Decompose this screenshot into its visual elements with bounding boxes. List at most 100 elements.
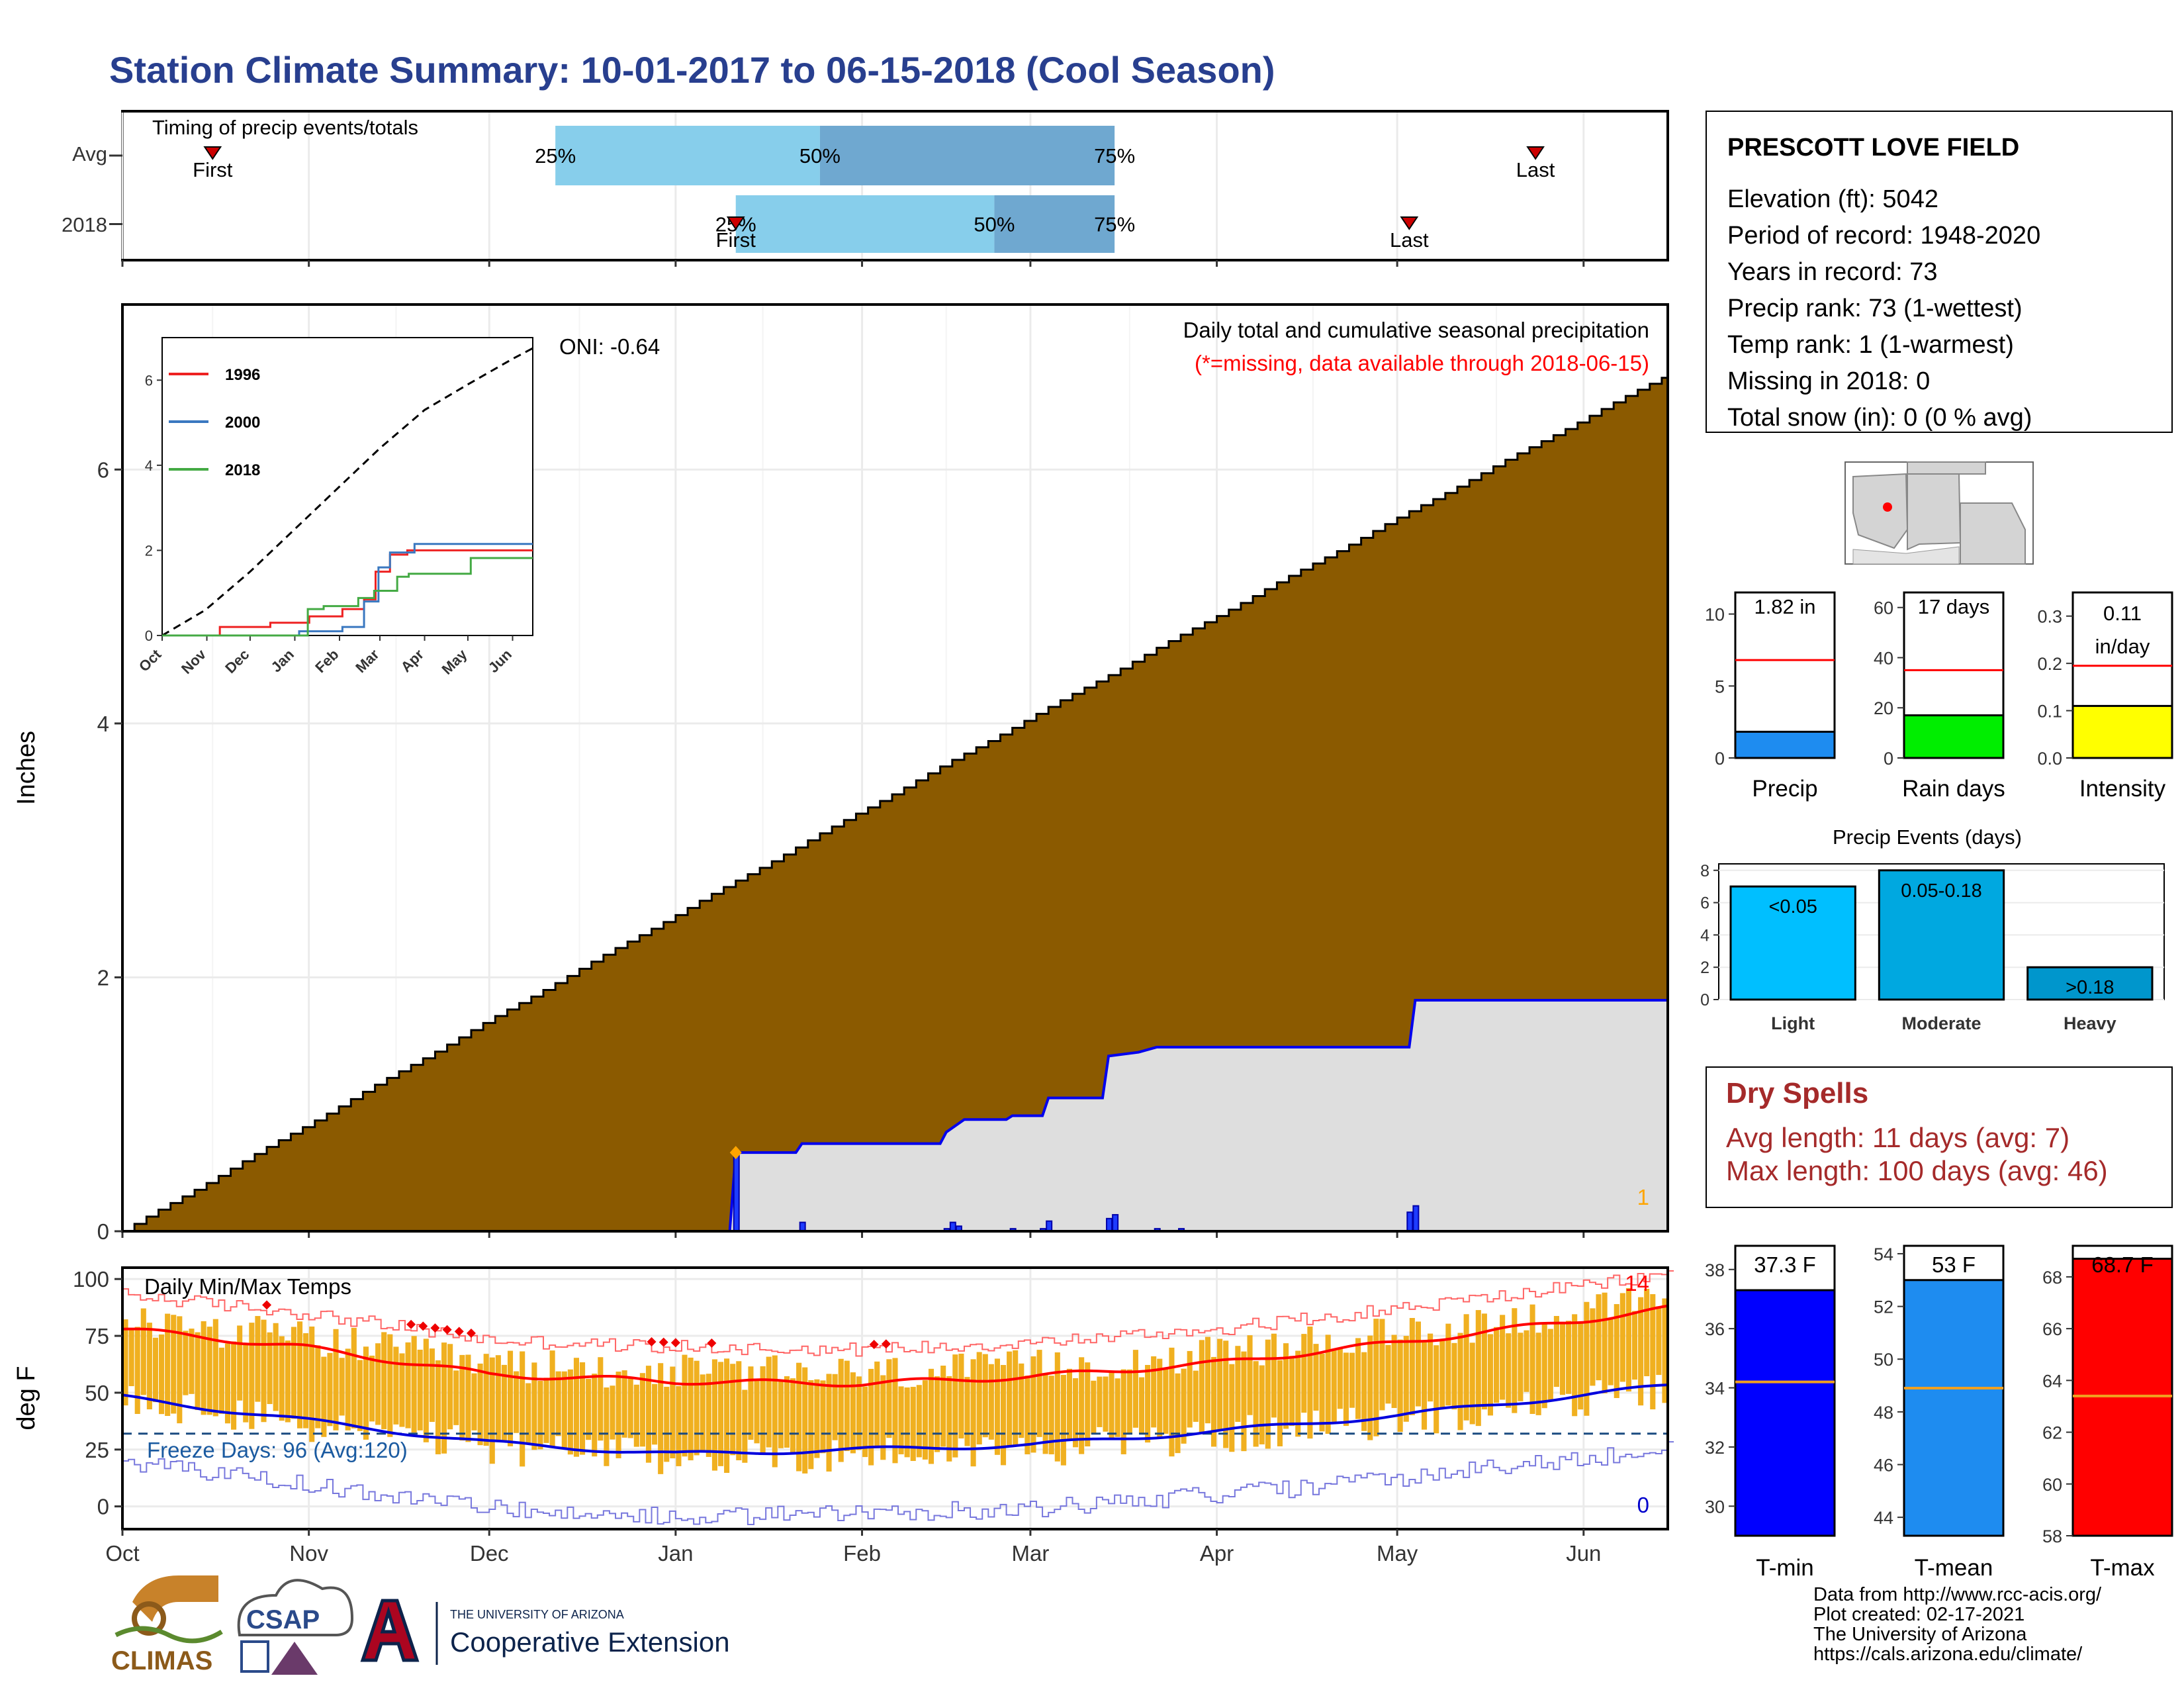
daily-temp-bar <box>742 1389 748 1463</box>
tmean-y-tick-label: 46 <box>1874 1455 1893 1475</box>
tmean-y-tick-label: 48 <box>1874 1403 1893 1423</box>
tmax-bar-chart: 58 60 62 64 66 68 68.7 F T-max <box>2042 1244 2173 1581</box>
ua-logo-small-text: THE UNIVERSITY OF ARIZONA <box>450 1608 624 1621</box>
daily-temp-bar <box>279 1336 285 1421</box>
daily-temp-bar <box>543 1378 549 1443</box>
record-high-marker <box>262 1300 272 1310</box>
daily-temp-bar <box>1506 1333 1512 1408</box>
daily-temp-bar <box>1481 1313 1487 1410</box>
record-high-marker <box>659 1337 668 1347</box>
mini_precip-frame <box>1734 591 1836 759</box>
daily-temp-bar <box>1343 1352 1349 1427</box>
daily-temp-bar <box>1030 1356 1036 1453</box>
daily-temp-bar <box>970 1359 976 1467</box>
station-info-panel: PRESCOTT LOVE FIELD Elevation (ft): 5042… <box>1706 111 2173 433</box>
csap-mountain-icon <box>271 1642 318 1675</box>
inset-avg-line <box>161 347 533 637</box>
precip-y-label: Inches <box>13 731 40 805</box>
dry-spells-panel: Dry Spells Avg length: 11 days (avg: 7) … <box>1706 1066 2173 1208</box>
daily-temp-bar <box>1157 1358 1163 1438</box>
daily-temp-bar <box>724 1358 730 1474</box>
mini_intensity-y-tick-label: 0.1 <box>2037 702 2062 722</box>
daily-temp-bar <box>435 1360 441 1454</box>
events-y-tick-label: 0 <box>1700 991 1709 1009</box>
daily-temp-bar <box>610 1385 615 1440</box>
daily-temp-bar <box>952 1354 958 1458</box>
timing-p25-label: 25% <box>535 144 576 167</box>
tmax-label: T-max <box>2090 1555 2155 1581</box>
events-category-label: Moderate <box>1901 1013 1981 1033</box>
footer-logos: CLIMAS CSAP THE UNIVERSITY OF ARIZONA Co… <box>111 1575 730 1675</box>
daily-temp-bar <box>357 1360 363 1431</box>
daily-temp-bar <box>886 1359 892 1438</box>
daily-temp-bar <box>405 1342 411 1429</box>
daily-temp-bar <box>1259 1365 1265 1444</box>
mini_raindays-y-tick-label: 60 <box>1874 598 1893 618</box>
timing-bar-50-75 <box>994 195 1115 253</box>
timing-p50-label: 50% <box>799 144 841 167</box>
daily-temp-bar <box>694 1360 700 1456</box>
daily-temp-bar <box>495 1355 501 1441</box>
timing-first-marker <box>726 216 745 230</box>
precip-y-tick-label: 4 <box>97 712 109 736</box>
daily-precip-bar <box>1112 1214 1119 1232</box>
inset-y-tick-label: 0 <box>145 628 153 644</box>
daily-temp-bar <box>291 1327 296 1419</box>
climas-sun-icon <box>132 1601 166 1636</box>
events-bar-label: <0.05 <box>1768 896 1817 917</box>
daily-temp-bar <box>796 1362 802 1472</box>
daily-precip-bar <box>733 1152 740 1233</box>
precip-plot-frame <box>121 303 1669 1233</box>
daily-temp-bar <box>598 1357 604 1441</box>
daily-temp-bar <box>1277 1360 1283 1446</box>
tmin-label: T-min <box>1756 1555 1814 1581</box>
daily-temp-bar <box>1271 1333 1277 1418</box>
daily-temp-bar <box>1512 1308 1518 1413</box>
daily-temp-bar <box>1367 1335 1373 1440</box>
station-name: PRESCOTT LOVE FIELD <box>1727 134 2019 162</box>
daily-temp-bar <box>1319 1353 1325 1432</box>
daily-temp-bar <box>1024 1376 1030 1454</box>
daily-temp-bar <box>134 1327 140 1414</box>
daily-temp-bar <box>1625 1288 1631 1392</box>
events-category-label: Light <box>1771 1013 1815 1033</box>
daily-temp-bar <box>1602 1292 1608 1393</box>
daily-temp-bar <box>982 1354 988 1438</box>
daily-temp-bar <box>922 1380 928 1460</box>
daily-temp-bar <box>249 1323 255 1429</box>
tmin-value-bar <box>1734 1289 1836 1537</box>
daily-temp-bar <box>1355 1338 1361 1419</box>
daily-temp-bar <box>1181 1368 1187 1444</box>
daily-temp-bar <box>1415 1321 1421 1407</box>
daily-temp-bar <box>363 1346 369 1440</box>
timing-first-marker <box>203 146 222 160</box>
daily-temp-bar <box>1535 1333 1541 1415</box>
avg-max-line <box>122 1304 1668 1387</box>
precip-y-tick-label: 0 <box>97 1219 109 1244</box>
daily-temp-bar <box>658 1363 664 1474</box>
daily-temp-bar <box>892 1358 898 1464</box>
daily-temp-bar <box>1115 1378 1120 1437</box>
temp-y-tick-label: 25 <box>85 1438 109 1462</box>
daily-temp-bar <box>645 1366 652 1463</box>
daily-temp-bar <box>1631 1311 1638 1380</box>
daily-temp-bar <box>1566 1321 1572 1394</box>
daily-temp-bar <box>1301 1334 1307 1413</box>
daily-temp-bar <box>224 1343 231 1424</box>
station-line-temp-rank: Temp rank: 1 (1-warmest) <box>1727 331 2014 359</box>
events-bar <box>2026 966 2154 1001</box>
daily-temp-bar <box>1590 1308 1596 1386</box>
daily-temp-bar <box>910 1387 916 1462</box>
tmean-label: T-mean <box>1915 1555 1993 1581</box>
record-min-line <box>122 1441 1674 1526</box>
mini_intensity-value-label: 0.11 <box>2103 602 2142 625</box>
daily-temp-bar <box>1349 1352 1355 1408</box>
daily-temp-bar <box>820 1380 826 1454</box>
daily-temp-bar <box>856 1376 862 1450</box>
precip-marks <box>121 377 1669 1233</box>
daily-temp-bar <box>525 1383 531 1443</box>
record-high-marker <box>442 1325 452 1335</box>
daily-temp-bar <box>874 1361 880 1448</box>
daily-temp-bar <box>1451 1342 1457 1410</box>
daily-temp-bar <box>177 1316 183 1424</box>
